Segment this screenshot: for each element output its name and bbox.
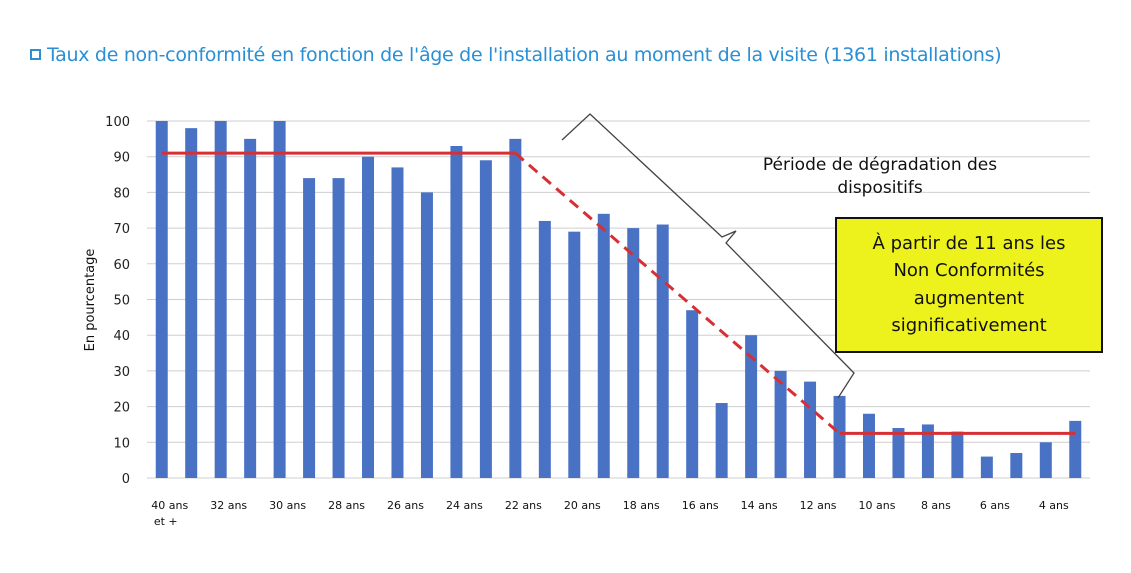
checkbox-bullet-icon [30, 49, 41, 60]
bar [833, 395, 846, 478]
bar [479, 160, 492, 478]
callout-line-2: Non Conformités [893, 260, 1044, 281]
x-tick-label-extra: et + [154, 515, 178, 528]
x-tick-label: 16 ans [682, 499, 719, 512]
bar [362, 156, 375, 478]
bar [391, 167, 404, 478]
y-tick-label: 20 [113, 401, 130, 416]
chart-title: Taux de non-conformité en fonction de l'… [30, 44, 1002, 66]
bar [1069, 420, 1082, 478]
x-tick-label: 22 ans [505, 499, 542, 512]
chart-title-text: Taux de non-conformité en fonction de l'… [47, 44, 1002, 66]
x-tick-label: 26 ans [387, 499, 424, 512]
bar [715, 403, 728, 478]
bar [155, 121, 168, 478]
y-tick-label: 0 [122, 472, 130, 487]
bar [686, 310, 699, 478]
bar [656, 224, 669, 478]
y-tick-label: 60 [113, 258, 130, 273]
x-tick-label: 24 ans [446, 499, 483, 512]
y-tick-label: 40 [113, 329, 130, 344]
bar [509, 138, 522, 478]
bar [627, 228, 640, 478]
bar [1039, 442, 1052, 478]
y-tick-label: 90 [113, 151, 130, 166]
callout-box: À partir de 11 ans les Non Conformités a… [835, 217, 1103, 353]
y-tick-label: 30 [113, 365, 130, 380]
degradation-brace [561, 113, 855, 399]
bar [774, 370, 787, 478]
y-tick-label: 100 [105, 115, 130, 130]
x-tick-label: 6 ans [980, 499, 1010, 512]
callout-background [835, 217, 1103, 353]
x-tick-label: 4 ans [1039, 499, 1069, 512]
bar [862, 413, 875, 478]
bar [892, 428, 905, 478]
x-tick-label: 18 ans [623, 499, 660, 512]
bar [921, 424, 934, 478]
y-tick-label: 80 [113, 186, 130, 201]
x-axis-ticks: 40 ans et + 32 ans 30 ans 28 ans 26 ans 24 ans… [151, 499, 1069, 528]
x-tick-label: 30 ans [269, 499, 306, 512]
x-tick-label: 32 ans [210, 499, 247, 512]
bar [273, 121, 286, 478]
bar [303, 178, 316, 478]
x-tick-label: 14 ans [741, 499, 778, 512]
bar [185, 128, 198, 478]
bar [450, 145, 463, 479]
x-tick-label: 8 ans [921, 499, 951, 512]
bar [214, 121, 227, 478]
bar [951, 431, 964, 478]
callout-line-3: augmentent [914, 288, 1024, 309]
bar [332, 178, 345, 478]
x-tick-label: 12 ans [800, 499, 837, 512]
brace-label-line-1: Période de dégradation des [763, 155, 997, 175]
x-tick-label: 28 ans [328, 499, 365, 512]
brace-label-line-2: dispositifs [837, 178, 923, 198]
x-tick-label: 40 ans [151, 499, 188, 512]
y-tick-label: 50 [113, 294, 130, 309]
bar [1010, 453, 1023, 478]
x-tick-label: 20 ans [564, 499, 601, 512]
bar [745, 335, 758, 478]
x-tick-label: 10 ans [859, 499, 896, 512]
bars [155, 121, 1082, 479]
y-axis-label: En pourcentage [83, 249, 98, 352]
bar [980, 456, 993, 478]
bar [804, 381, 817, 478]
bar [568, 231, 581, 478]
callout-line-4: significativement [891, 315, 1046, 336]
y-tick-label: 10 [113, 436, 130, 451]
y-axis-ticks: 0 10 20 30 40 50 60 70 80 90 100 [105, 115, 130, 487]
bar [538, 220, 551, 478]
callout-line-1: À partir de 11 ans les [873, 232, 1066, 254]
trend-lines [161, 151, 1076, 435]
bar [420, 192, 433, 478]
y-tick-label: 70 [113, 222, 130, 237]
bar [597, 213, 610, 478]
bar [244, 138, 257, 478]
